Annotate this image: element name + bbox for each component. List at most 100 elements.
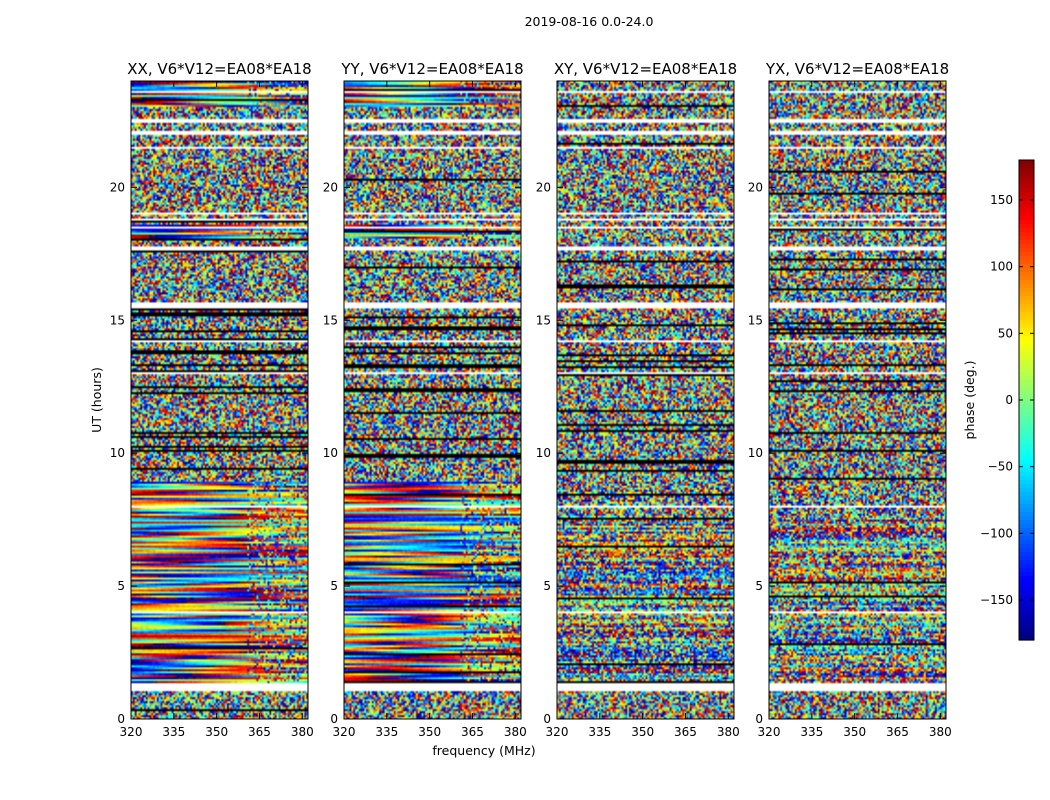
colorbar-segment — [1019, 496, 1034, 501]
x-tick-label: 335 — [800, 725, 823, 739]
colorbar-segment — [1019, 504, 1034, 509]
colorbar-segment — [1019, 452, 1034, 457]
colorbar-segment — [1019, 300, 1034, 305]
colorbar-segment — [1019, 188, 1034, 193]
colorbar-segment — [1019, 412, 1034, 417]
colorbar-segment — [1019, 196, 1034, 201]
colorbar-segment — [1019, 348, 1034, 353]
y-tick-label: 15 — [536, 313, 551, 327]
colorbar-segment — [1019, 444, 1034, 449]
heatmap-image — [344, 81, 521, 719]
x-tick-label: 320 — [546, 725, 569, 739]
panel-title: XY, V6*V12=EA08*EA18 — [554, 60, 737, 78]
colorbar-segment — [1019, 556, 1034, 561]
colorbar-segment — [1019, 592, 1034, 597]
y-tick-label: 0 — [543, 712, 551, 726]
y-tick-label: 5 — [543, 579, 551, 593]
colorbar-segment — [1019, 492, 1034, 497]
colorbar-segment — [1019, 204, 1034, 209]
panel-yx: YX, V6*V12=EA08*EA18 320 335 350 365 380 0 5 10 1… — [748, 60, 952, 739]
colorbar-segment — [1019, 256, 1034, 261]
colorbar-segment — [1019, 176, 1034, 181]
colorbar-segment — [1019, 564, 1034, 569]
x-tick-label: 380 — [929, 725, 952, 739]
colorbar-segment — [1019, 520, 1034, 525]
colorbar-tick-label: 50 — [998, 326, 1013, 340]
colorbar-segment — [1019, 424, 1034, 429]
colorbar-segment — [1019, 416, 1034, 421]
colorbar-segment — [1019, 408, 1034, 413]
colorbar-segment — [1019, 528, 1034, 533]
colorbar-segment — [1019, 356, 1034, 361]
colorbar-segment — [1019, 428, 1034, 433]
colorbar-segment — [1019, 228, 1034, 233]
y-tick-label: 10 — [748, 446, 763, 460]
y-tick-label: 20 — [536, 180, 551, 194]
colorbar-segment — [1019, 288, 1034, 293]
colorbar-segment — [1019, 544, 1034, 549]
x-tick-label: 350 — [631, 725, 654, 739]
colorbar-segment — [1019, 632, 1034, 637]
y-tick-label: 15 — [748, 313, 763, 327]
colorbar-segment — [1019, 508, 1034, 513]
colorbar-segment — [1019, 252, 1034, 257]
colorbar-segment — [1019, 624, 1034, 629]
colorbar-segment — [1019, 164, 1034, 169]
colorbar-segment — [1019, 200, 1034, 205]
colorbar-segment — [1019, 600, 1034, 605]
colorbar-segment — [1019, 540, 1034, 545]
colorbar-segment — [1019, 620, 1034, 625]
colorbar-segment — [1019, 572, 1034, 577]
x-tick-label: 335 — [375, 725, 398, 739]
y-tick-label: 20 — [748, 180, 763, 194]
colorbar-segment — [1019, 248, 1034, 253]
colorbar-segment — [1019, 480, 1034, 485]
colorbar-segment — [1019, 268, 1034, 273]
colorbar-segment — [1019, 532, 1034, 537]
colorbar-segment — [1019, 372, 1034, 377]
x-tick-label: 350 — [418, 725, 441, 739]
colorbar-segment — [1019, 180, 1034, 185]
colorbar-segment — [1019, 404, 1034, 409]
colorbar-segment — [1019, 460, 1034, 465]
colorbar-segment — [1019, 332, 1034, 337]
panel-frame — [768, 80, 947, 720]
colorbar-segment — [1019, 340, 1034, 345]
y-tick-label: 0 — [755, 712, 763, 726]
colorbar-segment — [1019, 232, 1034, 237]
x-tick-label: 365 — [461, 725, 484, 739]
colorbar-segment — [1019, 400, 1034, 405]
colorbar-segment — [1019, 276, 1034, 281]
heatmap-image — [557, 81, 734, 719]
colorbar-segment — [1019, 312, 1034, 317]
x-tick-label: 380 — [504, 725, 527, 739]
x-tick-label: 320 — [758, 725, 781, 739]
colorbar-segment — [1019, 608, 1034, 613]
panel-frame — [343, 80, 522, 720]
colorbar-segment — [1019, 456, 1034, 461]
y-tick-label: 20 — [110, 180, 125, 194]
colorbar-segment — [1019, 580, 1034, 585]
colorbar-segment — [1019, 512, 1034, 517]
colorbar-segment — [1019, 560, 1034, 565]
colorbar-tick-label: 0 — [1005, 393, 1013, 407]
colorbar-segment — [1019, 184, 1034, 189]
colorbar-segment — [1019, 588, 1034, 593]
x-tick-label: 350 — [205, 725, 228, 739]
colorbar-segment — [1019, 324, 1034, 329]
colorbar-segment — [1019, 208, 1034, 213]
x-tick-label: 320 — [120, 725, 143, 739]
colorbar-segment — [1019, 296, 1034, 301]
colorbar-segment — [1019, 636, 1034, 641]
colorbar-segment — [1019, 484, 1034, 489]
colorbar-segment — [1019, 364, 1034, 369]
colorbar-tick-label: −100 — [980, 526, 1013, 540]
colorbar-segment — [1019, 464, 1034, 469]
colorbar-segment — [1019, 172, 1034, 177]
colorbar-segment — [1019, 548, 1034, 553]
colorbar-segment — [1019, 220, 1034, 225]
panel-frame — [130, 80, 309, 720]
y-tick-label: 10 — [323, 446, 338, 460]
colorbar-segment — [1019, 316, 1034, 321]
colorbar-segment — [1019, 576, 1034, 581]
